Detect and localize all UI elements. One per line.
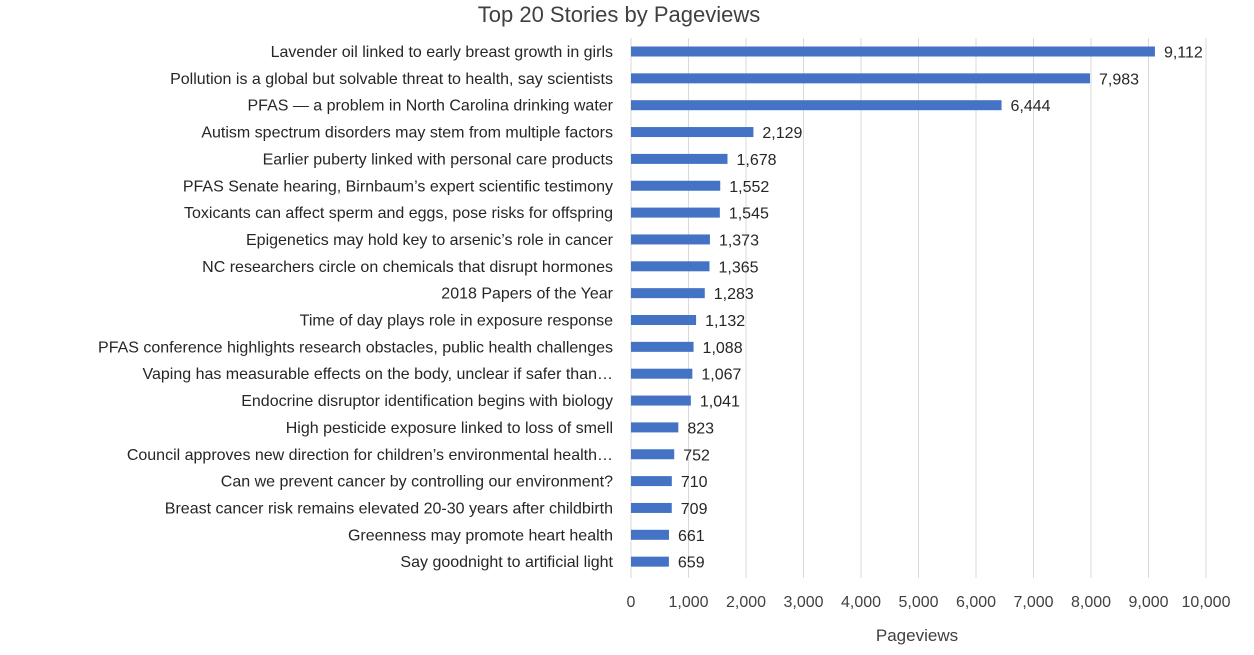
x-axis-title: Pageviews bbox=[876, 626, 958, 645]
x-tick-label: 2,000 bbox=[726, 594, 766, 611]
category-label: 2018 Papers of the Year bbox=[441, 286, 613, 303]
bar bbox=[631, 502, 672, 513]
category-label: Greenness may promote heart health bbox=[348, 527, 613, 544]
data-labels: 9,112 7,983 6,444 2,129 1,678 1,552 1,545 1,373… bbox=[678, 45, 1203, 572]
data-label: 1,373 bbox=[719, 232, 759, 249]
category-label: PFAS — a problem in North Carolina drink… bbox=[248, 98, 614, 115]
category-label: Can we prevent cancer by controlling our… bbox=[221, 474, 613, 491]
data-label: 1,132 bbox=[705, 313, 745, 330]
bar bbox=[631, 100, 1002, 111]
data-label: 1,041 bbox=[700, 394, 740, 411]
data-label: 9,112 bbox=[1164, 45, 1203, 62]
data-label: 1,678 bbox=[736, 152, 776, 169]
x-tick-label: 9,000 bbox=[1128, 594, 1168, 611]
data-label: 1,552 bbox=[729, 179, 769, 196]
gridlines bbox=[630, 38, 1207, 578]
bar bbox=[631, 234, 710, 245]
category-label: PFAS conference highlights research obst… bbox=[98, 339, 613, 356]
category-label: Vaping has measurable effects on the bod… bbox=[142, 366, 613, 383]
bar bbox=[631, 341, 694, 352]
bar bbox=[631, 46, 1155, 57]
category-label: Say goodnight to artificial light bbox=[400, 554, 613, 571]
chart-title: Top 20 Stories by Pageviews bbox=[478, 2, 761, 27]
bar bbox=[631, 180, 721, 191]
bars bbox=[631, 46, 1155, 567]
x-tick-label: 10,000 bbox=[1182, 594, 1231, 611]
data-label: 6,444 bbox=[1011, 98, 1051, 115]
bar bbox=[631, 315, 697, 325]
category-label: Breast cancer risk remains elevated 20-3… bbox=[165, 500, 613, 517]
bar bbox=[631, 288, 705, 299]
data-label: 661 bbox=[678, 528, 705, 545]
data-label: 1,545 bbox=[729, 206, 769, 223]
category-label: Lavender oil linked to early breast grow… bbox=[271, 44, 613, 61]
x-tick-label: 4,000 bbox=[841, 594, 881, 611]
data-label: 710 bbox=[681, 474, 708, 491]
data-label: 659 bbox=[678, 555, 705, 572]
x-tick-label: 5,000 bbox=[898, 594, 938, 611]
category-label: Pollution is a global but solvable threa… bbox=[170, 71, 613, 88]
category-label: Council approves new direction for child… bbox=[127, 447, 613, 464]
bar bbox=[631, 449, 675, 460]
x-tick-label: 8,000 bbox=[1071, 594, 1111, 611]
category-labels: Lavender oil linked to early breast grow… bbox=[98, 44, 614, 571]
bar bbox=[631, 261, 710, 272]
bar bbox=[631, 529, 670, 540]
data-label: 1,283 bbox=[714, 286, 754, 303]
bar bbox=[631, 395, 691, 406]
bar bbox=[631, 207, 720, 218]
data-label: 1,067 bbox=[701, 367, 741, 384]
category-label: Endocrine disruptor identification begin… bbox=[241, 393, 613, 410]
x-tick-label: 3,000 bbox=[783, 594, 823, 611]
bar bbox=[631, 73, 1091, 84]
x-tick-label: 0 bbox=[627, 594, 636, 611]
data-label: 1,088 bbox=[703, 340, 743, 357]
data-label: 2,129 bbox=[762, 125, 802, 142]
category-label: PFAS Senate hearing, Birnbaum’s expert s… bbox=[183, 178, 613, 195]
data-label: 823 bbox=[687, 420, 714, 437]
category-label: Time of day plays role in exposure respo… bbox=[300, 313, 613, 330]
bar bbox=[631, 422, 679, 433]
x-tick-label: 6,000 bbox=[956, 594, 996, 611]
category-label: Epigenetics may hold key to arsenic’s ro… bbox=[246, 232, 614, 249]
category-label: Autism spectrum disorders may stem from … bbox=[201, 125, 613, 142]
x-tick-label: 7,000 bbox=[1013, 594, 1053, 611]
bar bbox=[631, 153, 728, 164]
data-label: 752 bbox=[683, 447, 710, 464]
category-label: High pesticide exposure linked to loss o… bbox=[286, 420, 613, 437]
x-axis-ticks: 0 1,000 2,000 3,000 4,000 5,000 6,000 7,000 8,00… bbox=[627, 594, 1231, 611]
bar bbox=[631, 556, 669, 567]
data-label: 709 bbox=[681, 501, 708, 518]
category-label: Toxicants can affect sperm and eggs, pos… bbox=[184, 205, 613, 222]
category-label: NC researchers circle on chemicals that … bbox=[202, 259, 613, 276]
bar bbox=[631, 368, 693, 379]
category-label: Earlier puberty linked with personal car… bbox=[263, 151, 613, 168]
data-label: 7,983 bbox=[1099, 71, 1139, 88]
data-label: 1,365 bbox=[718, 259, 758, 276]
bar bbox=[631, 476, 672, 487]
x-tick-label: 1,000 bbox=[668, 594, 708, 611]
bar bbox=[631, 127, 754, 138]
